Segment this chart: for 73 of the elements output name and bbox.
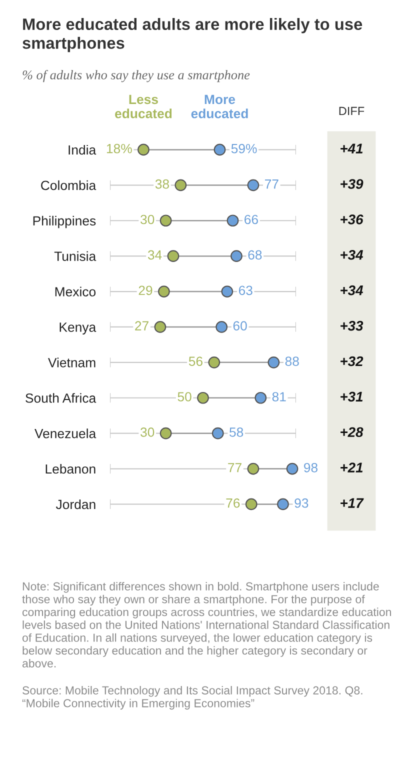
- point: [277, 498, 289, 510]
- data-label: 59%: [231, 144, 257, 154]
- y-tick-label: Philippines: [33, 216, 96, 228]
- point: [245, 498, 258, 510]
- text: +31: [340, 392, 363, 402]
- point: [154, 321, 166, 333]
- data-label: 34: [148, 250, 162, 260]
- text: +28: [340, 427, 364, 438]
- data-label: 58: [230, 428, 244, 437]
- point: [158, 286, 170, 298]
- source-note: Source: Mobile Technology and Its Social Impact Survey 2018. Q8. “Mobile Connectivity in Emerging Economies”: [22, 686, 362, 710]
- point: [208, 356, 220, 368]
- point: [160, 427, 172, 440]
- y-tick-label: Colombia: [41, 180, 96, 190]
- data-label: 29: [138, 286, 152, 296]
- text: Less educated: [115, 94, 172, 118]
- data-label: 68: [248, 250, 262, 260]
- chart-title: More educated adults are more likely to use smartphones: [22, 18, 362, 52]
- text: +34: [340, 285, 364, 296]
- point: [216, 321, 228, 333]
- point: [174, 179, 187, 192]
- y-tick-label: India: [68, 144, 96, 155]
- text: +41: [340, 144, 363, 154]
- data-label: 76: [226, 498, 240, 508]
- data-label: 60: [233, 321, 247, 331]
- data-label: 50: [178, 392, 192, 402]
- y-tick-label: Mexico: [55, 286, 96, 296]
- point: [268, 356, 280, 368]
- text: More educated: [191, 94, 248, 118]
- text: +34: [340, 250, 364, 260]
- y-tick-label: Lebanon: [46, 464, 96, 474]
- data-label: 77: [228, 463, 242, 472]
- data-label: 30: [140, 428, 154, 437]
- point: [286, 462, 298, 475]
- text: +33: [340, 320, 364, 331]
- point: [230, 250, 242, 262]
- data-label: 63: [238, 286, 252, 296]
- chart-subtitle: % of adults who say they use a smartphone: [22, 70, 250, 82]
- y-tick-label: Venezuela: [34, 428, 96, 438]
- point: [221, 286, 234, 298]
- y-tick-label: Jordan: [56, 499, 96, 510]
- data-label: 38: [155, 179, 169, 189]
- y-tick-label: Vietnam: [48, 358, 96, 368]
- point: [247, 179, 260, 192]
- point: [214, 144, 226, 156]
- text: Note: Significant differences shown in bold. Smartphone users include those who say they own or share a smartphone. For the purpose of comparing education groups across countries, we standardize education levels based on the United Nations' International Standard Classification of Education. In all nations surveyed, the lower education category is below secondary education and the higher category is secondary or above.: [22, 582, 391, 668]
- data-label: 30: [140, 214, 154, 224]
- text: +39: [340, 179, 364, 189]
- point: [138, 144, 150, 156]
- data-label: 81: [272, 392, 286, 402]
- point: [226, 214, 239, 227]
- text: DIFF: [339, 106, 364, 116]
- data-label: 27: [135, 321, 148, 330]
- text: +32: [340, 356, 364, 366]
- point: [167, 250, 180, 262]
- data-label: 66: [244, 214, 258, 224]
- data-label: 93: [294, 498, 308, 508]
- text: +36: [340, 214, 364, 224]
- y-tick-label: Tunisia: [54, 251, 96, 261]
- text: +17: [340, 498, 364, 508]
- data-label: 56: [188, 356, 202, 366]
- point: [160, 214, 172, 227]
- point: [254, 392, 267, 404]
- data-label: 88: [285, 356, 299, 366]
- y-tick-label: South Africa: [26, 393, 96, 403]
- point: [197, 392, 209, 404]
- point: [247, 462, 260, 475]
- data-label: 77: [265, 180, 278, 189]
- y-tick-label: Kenya: [60, 322, 96, 334]
- data-label: 98: [304, 462, 318, 472]
- text: +21: [340, 462, 363, 472]
- point: [212, 427, 224, 440]
- data-label: 18%: [106, 144, 132, 154]
